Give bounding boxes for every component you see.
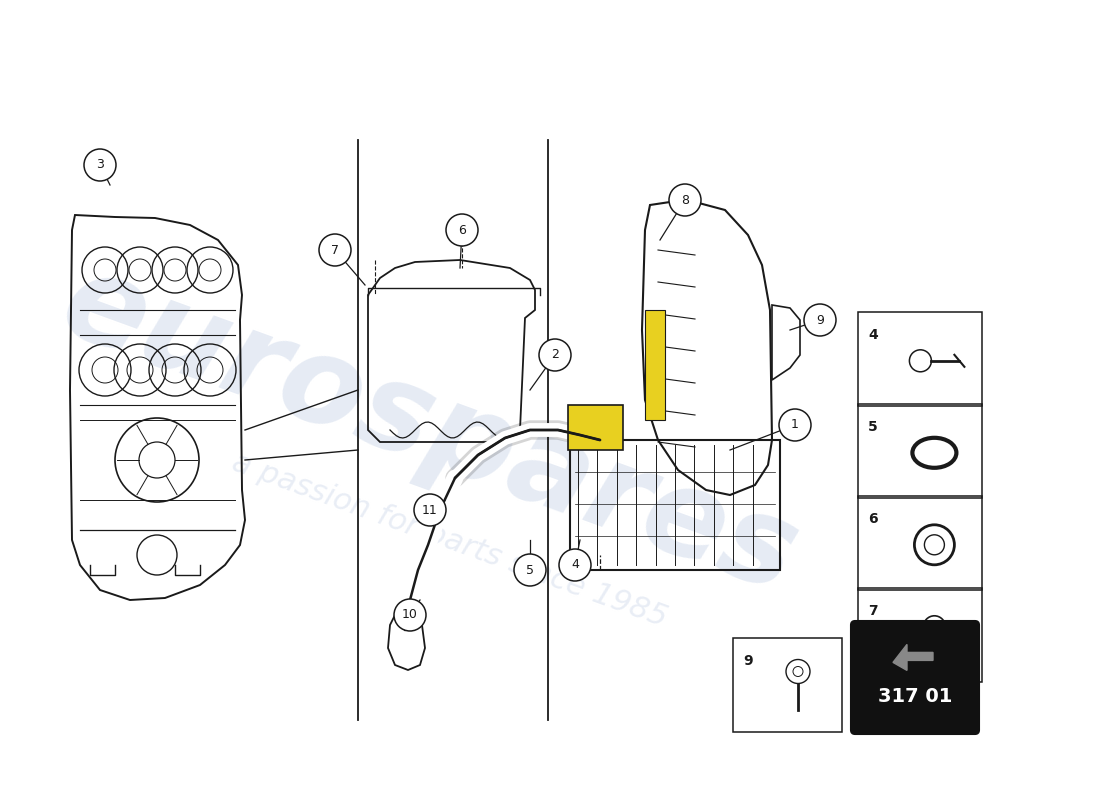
Text: 317 01: 317 01 [878, 687, 953, 706]
FancyBboxPatch shape [568, 405, 623, 450]
Circle shape [394, 599, 426, 631]
Circle shape [414, 494, 446, 526]
Circle shape [559, 549, 591, 581]
Text: 4: 4 [868, 328, 878, 342]
Text: 7: 7 [331, 243, 339, 257]
Text: 2: 2 [551, 349, 559, 362]
Circle shape [446, 214, 478, 246]
Text: 11: 11 [422, 503, 438, 517]
Text: 5: 5 [868, 420, 878, 434]
Circle shape [84, 149, 116, 181]
Text: 9: 9 [816, 314, 824, 326]
Circle shape [669, 184, 701, 216]
Circle shape [514, 554, 546, 586]
Polygon shape [893, 645, 933, 670]
Text: 9: 9 [742, 654, 752, 668]
Text: 5: 5 [526, 563, 534, 577]
Text: 3: 3 [96, 158, 103, 171]
FancyBboxPatch shape [851, 621, 979, 734]
Text: 4: 4 [571, 558, 579, 571]
Text: 7: 7 [868, 604, 878, 618]
Circle shape [539, 339, 571, 371]
Text: eurospares: eurospares [47, 243, 813, 617]
Text: 10: 10 [403, 609, 418, 622]
FancyBboxPatch shape [645, 310, 665, 420]
Text: 6: 6 [868, 512, 878, 526]
Circle shape [319, 234, 351, 266]
Text: 8: 8 [681, 194, 689, 206]
Text: 1: 1 [791, 418, 799, 431]
Circle shape [779, 409, 811, 441]
Text: 6: 6 [458, 223, 466, 237]
Circle shape [804, 304, 836, 336]
Text: a passion for parts since 1985: a passion for parts since 1985 [229, 447, 672, 633]
